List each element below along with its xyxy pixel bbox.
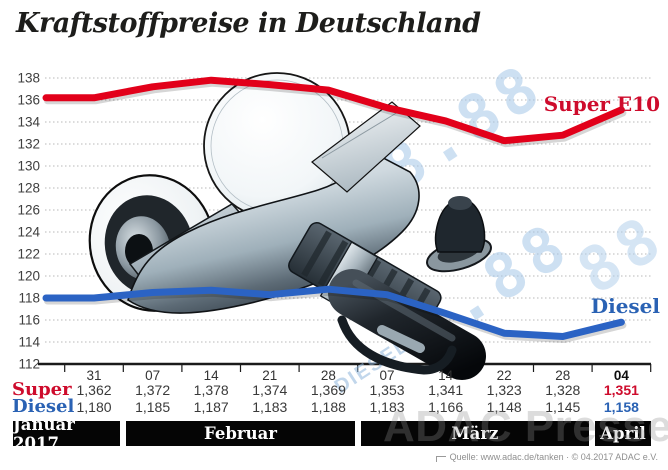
table-value: 1,374 <box>252 382 288 398</box>
table-value: 1,145 <box>545 399 581 415</box>
month-band-februar: Februar <box>126 421 355 446</box>
month-band-april: April <box>595 421 651 446</box>
table-value: 1,148 <box>486 399 522 415</box>
nozzle-body <box>127 150 420 314</box>
x-tick-label: 28 <box>555 368 571 383</box>
plate-detail-line <box>321 111 399 159</box>
x-tick-label: 21 <box>262 368 278 383</box>
price-lines <box>42 76 627 343</box>
month-band-januar-2017: Januar 2017 <box>13 415 121 453</box>
table-value: 1,369 <box>310 382 346 398</box>
month-band-märz: März <box>360 421 590 446</box>
x-tick-label: 14 <box>438 368 454 383</box>
table-value: 1,378 <box>193 382 229 398</box>
table-value: 1,158 <box>603 399 639 415</box>
x-tick-label: 14 <box>203 368 219 383</box>
table-value: 1,183 <box>369 399 405 415</box>
table-value: 1,353 <box>369 382 405 398</box>
nozzle-handle <box>328 269 486 380</box>
y-axis-tick-label: 130 <box>17 159 40 174</box>
x-tick-label: 31 <box>86 368 102 383</box>
legend-super-e10: Super E10 <box>543 92 660 116</box>
table-value: 1,351 <box>603 382 639 398</box>
y-axis-tick-label: 134 <box>17 115 40 130</box>
table-value: 1,372 <box>135 382 171 398</box>
y-axis-tick-label: 112 <box>18 357 40 372</box>
table-row-label: Super <box>12 379 72 400</box>
trigger-guard <box>337 315 457 375</box>
source-text: Quelle: www.adac.de/tanken · © 04.2017 A… <box>449 452 658 462</box>
x-tick-label: 22 <box>496 368 512 383</box>
page-title: Kraftstoffpreise in Deutschland <box>16 8 481 39</box>
vapor-cap-top <box>448 196 472 210</box>
y-axis-tick-label: 116 <box>18 313 40 328</box>
table-value: 1,341 <box>428 382 464 398</box>
table-value: 1,185 <box>135 399 171 415</box>
table-value: 1,323 <box>486 382 522 398</box>
x-tick-label: 28 <box>320 368 336 383</box>
table-value: 1,166 <box>428 399 464 415</box>
table-value: 1,187 <box>193 399 229 415</box>
x-tick-label: 07 <box>379 368 395 383</box>
table-value: 1,183 <box>252 399 288 415</box>
nozzle-top-plate <box>311 101 421 193</box>
table-value: 1,362 <box>76 382 112 398</box>
x-tick-label: 04 <box>613 368 629 383</box>
source-note: Quelle: www.adac.de/tanken · © 04.2017 A… <box>435 452 658 462</box>
adac-presse-watermark: ADAC Presse <box>383 402 668 451</box>
table-value: 1,180 <box>76 399 112 415</box>
y-axis-tick-label: 132 <box>17 137 40 152</box>
y-axis-tick-label: 114 <box>18 335 40 350</box>
x-tick-label: 07 <box>145 368 161 383</box>
corner-bracket-icon <box>435 456 446 462</box>
table-row-label: Diesel <box>12 396 75 417</box>
y-axis-tick-label: 128 <box>17 181 40 196</box>
y-axis-tick-label: 136 <box>17 93 40 108</box>
y-axis-tick-label: 122 <box>17 247 40 262</box>
y-axis-tick-label: 126 <box>17 203 40 218</box>
data-line-super-e10 <box>42 76 625 145</box>
legend-diesel: Diesel <box>590 294 660 318</box>
y-axis-tick-label: 138 <box>17 71 40 86</box>
y-axis-tick-label: 118 <box>18 291 40 306</box>
data-line-diesel <box>42 285 625 340</box>
table-value: 1,188 <box>310 399 346 415</box>
y-axis-tick-label: 124 <box>17 225 40 240</box>
table-value: 1,328 <box>545 382 581 398</box>
y-axis-tick-label: 120 <box>17 269 40 284</box>
trigger-lever <box>377 325 425 353</box>
